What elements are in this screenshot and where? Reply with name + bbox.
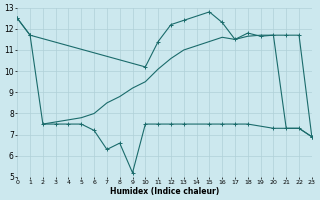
X-axis label: Humidex (Indice chaleur): Humidex (Indice chaleur) bbox=[110, 187, 219, 196]
